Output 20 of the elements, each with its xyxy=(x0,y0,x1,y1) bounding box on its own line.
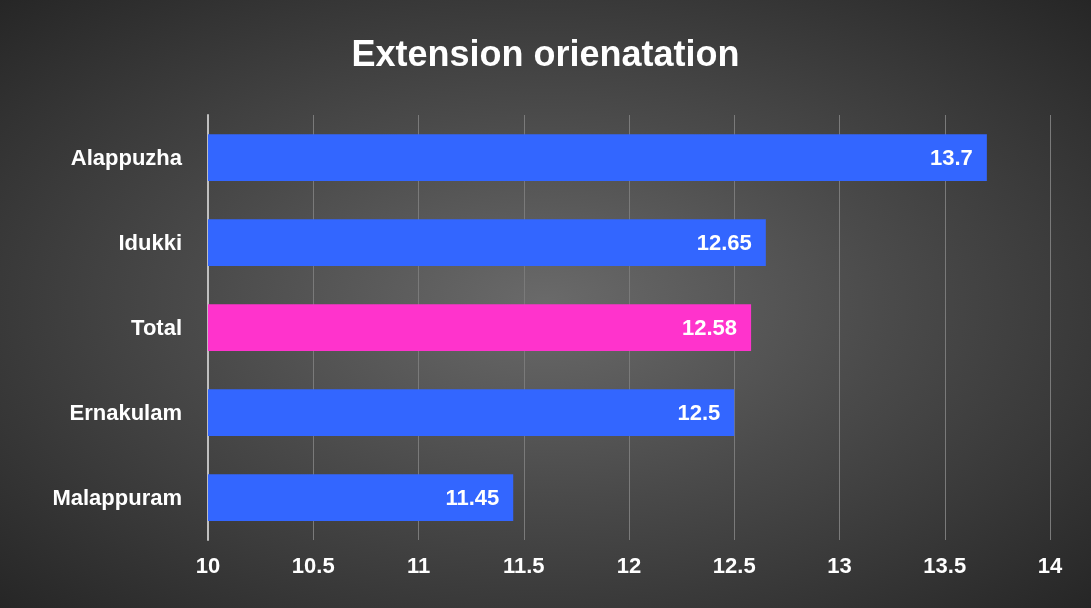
data-label: 12.58 xyxy=(682,315,738,340)
y-tick-label: Idukki xyxy=(118,230,182,255)
x-tick-label: 10 xyxy=(195,552,221,578)
x-tick-label: 11 xyxy=(406,552,431,578)
x-tick-label: 14 xyxy=(1037,552,1063,578)
x-tick-label: 12.5 xyxy=(712,552,756,578)
data-label: 11.45 xyxy=(445,485,500,510)
data-label: 13.7 xyxy=(930,145,973,170)
x-tick-label: 11.5 xyxy=(502,552,545,578)
x-tick-label: 13 xyxy=(827,552,852,578)
chart-title: Extension orienatation xyxy=(351,32,740,74)
y-tick-label: Total xyxy=(131,315,182,340)
x-tick-label: 12 xyxy=(616,552,642,578)
data-label: 12.5 xyxy=(677,400,721,425)
y-tick-label: Malappuram xyxy=(52,485,182,510)
y-tick-label: Alappuzha xyxy=(70,145,183,170)
data-label: 12.65 xyxy=(696,230,752,255)
x-tick-label: 10.5 xyxy=(291,552,335,578)
y-tick-label: Ernakulam xyxy=(69,400,182,425)
x-tick-label: 13.5 xyxy=(923,552,967,578)
